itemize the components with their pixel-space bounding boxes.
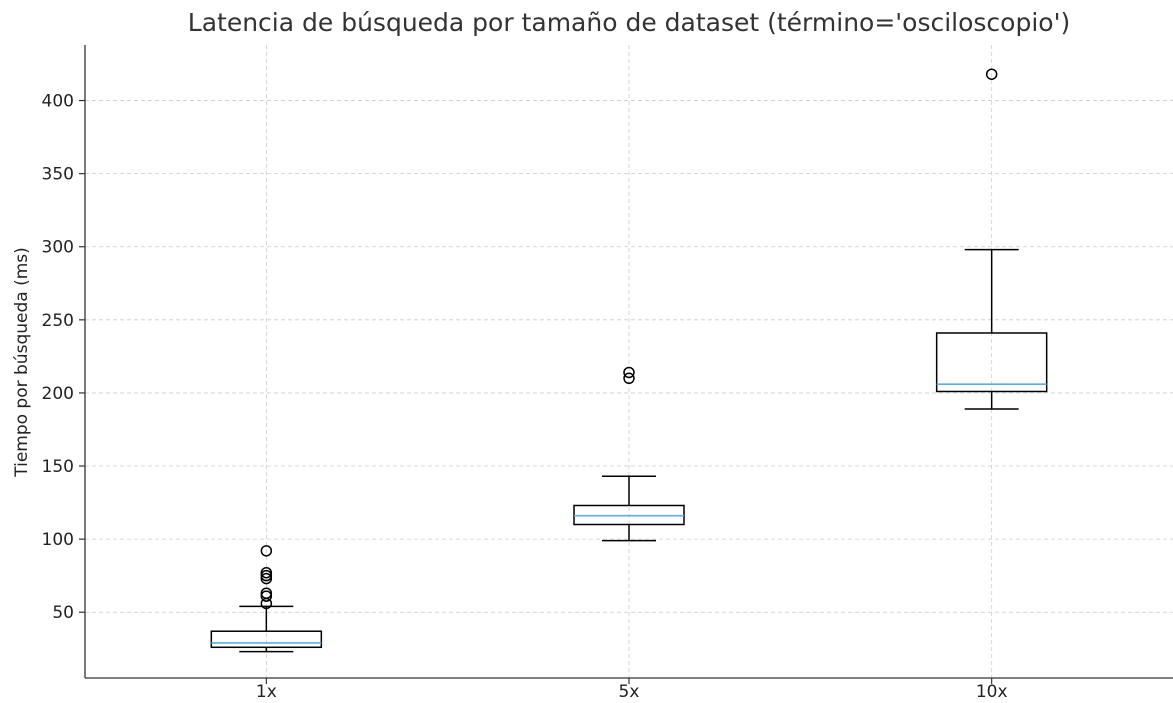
tick-layer: 50 100 150 200 250 300 350 400 1x 5x 10x (42, 92, 1008, 702)
y-tick-label: 50 (52, 603, 74, 623)
outlier-point-1x (260, 572, 273, 585)
box-layer (210, 68, 1048, 653)
y-tick-label: 100 (42, 530, 74, 550)
outlier-point-5x (623, 372, 635, 385)
outlier-point-10x (985, 68, 998, 80)
y-tick-label: 200 (42, 384, 74, 404)
outlier-point-1x (260, 569, 273, 582)
y-axis-label: Tiempo por búsqueda (ms) (12, 247, 32, 478)
y-tick-label: 300 (42, 238, 74, 258)
x-tick-label: 5x (619, 682, 640, 702)
box-10x (935, 332, 1048, 393)
outlier-point-1x (260, 545, 273, 557)
x-tick-label: 10x (976, 682, 1008, 702)
y-tick-label: 350 (42, 165, 74, 185)
x-tick-label: 1x (256, 682, 277, 702)
y-tick-label: 400 (42, 92, 74, 112)
outlier-point-1x (260, 566, 273, 579)
outlier-point-1x (260, 590, 273, 602)
outlier-point-1x (260, 587, 273, 599)
outlier-point-5x (623, 366, 635, 379)
y-tick-label: 150 (42, 457, 74, 477)
y-tick-label: 250 (42, 311, 74, 331)
chart-title: Latencia de búsqueda por tamaño de datas… (187, 8, 1071, 37)
grid-layer (85, 45, 1173, 678)
box-1x (210, 630, 323, 649)
